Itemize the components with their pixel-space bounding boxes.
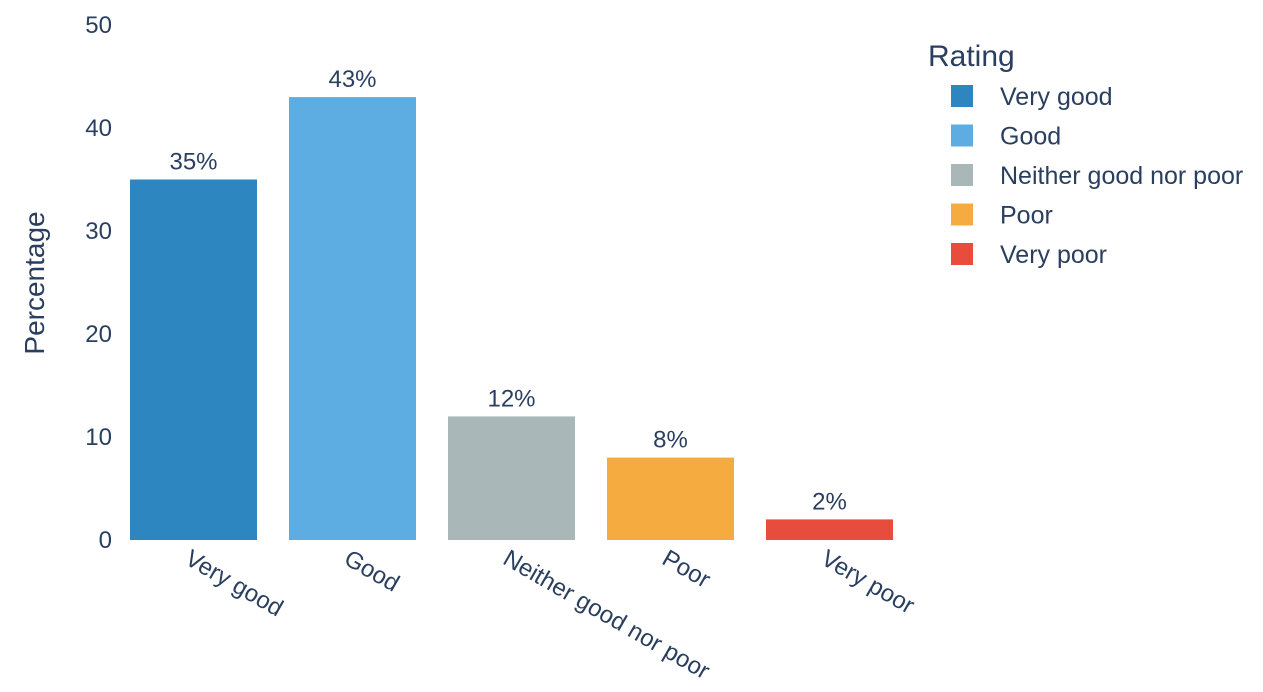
legend: Rating Very good Good Neither good nor poo…	[928, 40, 1243, 269]
legend-swatch	[951, 164, 973, 186]
legend-entry-label: Poor	[1000, 202, 1053, 230]
y-tick-label: 10	[85, 424, 112, 451]
bar	[607, 457, 734, 540]
legend-entry-label: Good	[1000, 123, 1061, 151]
bar	[448, 416, 575, 540]
legend-title: Rating	[928, 40, 1015, 73]
plot-area: 35% 43% 12% 8% 2%	[130, 66, 893, 540]
y-axis-title: Percentage	[19, 211, 50, 354]
y-tick-label: 50	[85, 12, 112, 39]
legend-swatch	[951, 203, 973, 226]
legend-swatch	[951, 124, 973, 147]
y-axis-ticks: 0 10 20 30 40 50	[85, 12, 112, 554]
legend-entry-label: Neither good nor poor	[1000, 162, 1243, 190]
bar	[289, 97, 416, 540]
legend-items: Very good Good Neither good nor poor Poor Ve…	[951, 83, 1243, 269]
bar	[766, 519, 893, 540]
legend-swatch	[951, 85, 973, 107]
x-tick-label: Very poor	[817, 545, 919, 620]
x-tick-label: Poor	[658, 545, 715, 594]
bar-data-label: 2%	[812, 488, 847, 515]
legend-swatch	[951, 243, 973, 265]
bar	[130, 179, 257, 540]
legend-entry-label: Very poor	[1000, 241, 1107, 269]
y-tick-label: 30	[85, 218, 112, 245]
bar-data-label: 8%	[653, 427, 688, 454]
y-tick-label: 0	[99, 527, 112, 554]
x-tick-label: Very good	[181, 545, 288, 622]
bar-data-label: 35%	[169, 149, 217, 176]
bar-data-label: 43%	[328, 66, 376, 93]
legend-entry-label: Very good	[1000, 83, 1113, 111]
bar-data-label: 12%	[487, 385, 535, 412]
y-tick-label: 40	[85, 115, 112, 142]
x-tick-label: Good	[340, 545, 404, 598]
y-tick-label: 20	[85, 321, 112, 348]
